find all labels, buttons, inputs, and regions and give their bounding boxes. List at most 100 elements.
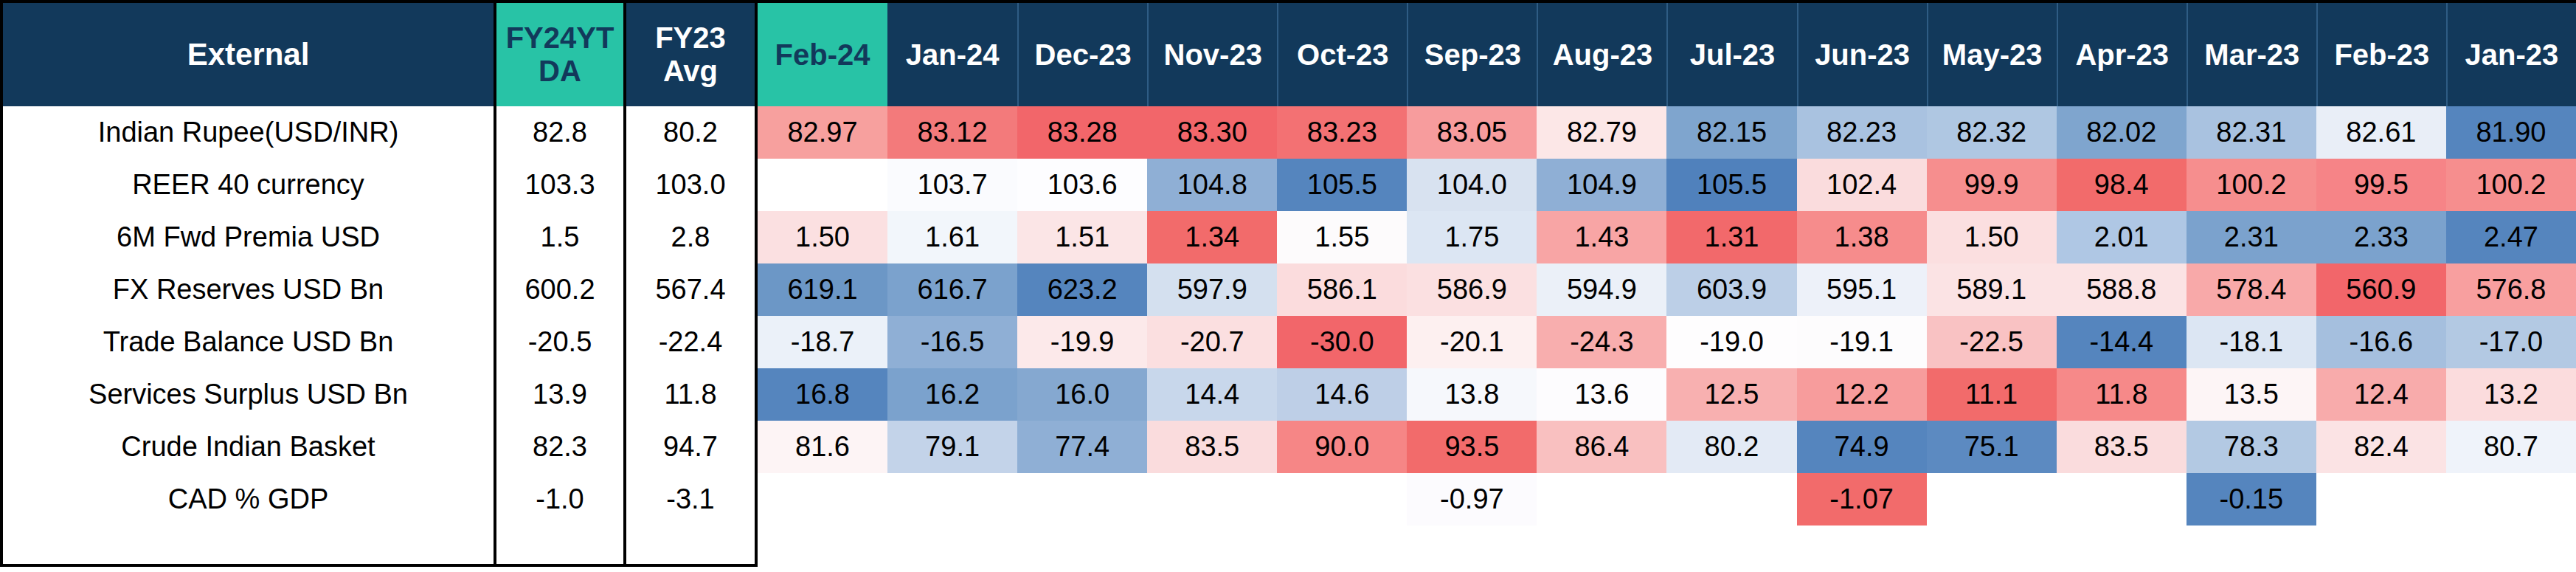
heatmap-cell: -20.1 (1407, 316, 1537, 368)
heatmap-cell (2446, 473, 2576, 526)
heatmap-cell: 104.9 (1537, 159, 1666, 211)
fy24ytd-value: 600.2 (496, 263, 626, 316)
heatmap-cell: -17.0 (2446, 316, 2576, 368)
heatmap-cell: 16.2 (887, 368, 1017, 421)
heatmap-cell: 560.9 (2316, 263, 2446, 316)
left-column-footer (3, 526, 496, 567)
heatmap-cell: 103.7 (887, 159, 1017, 211)
heatmap-cell: 98.4 (2057, 159, 2187, 211)
heatmap-cell: 1.75 (1407, 211, 1537, 263)
heatmap-cell: 99.5 (2316, 159, 2446, 211)
heatmap-cell: 82.97 (758, 106, 887, 159)
table-title: External (3, 3, 496, 106)
heatmap-cell: 82.31 (2187, 106, 2316, 159)
heatmap-cell: 77.4 (1017, 421, 1147, 473)
col-header-feb-23: Feb-23 (2316, 3, 2446, 106)
heatmap-cell (1666, 473, 1796, 526)
heatmap-cell: 83.23 (1277, 106, 1407, 159)
fy24ytd-value: 13.9 (496, 368, 626, 421)
row-label: FX Reserves USD Bn (3, 263, 496, 316)
heatmap-cell: 90.0 (1277, 421, 1407, 473)
heatmap-cell: -19.0 (1666, 316, 1796, 368)
row-label: REER 40 currency (3, 159, 496, 211)
fy23avg-value: 103.0 (626, 159, 758, 211)
heatmap-cell: 82.4 (2316, 421, 2446, 473)
heatmap-cell: -1.07 (1797, 473, 1927, 526)
heatmap-cell: 603.9 (1666, 263, 1796, 316)
heatmap-cell: 81.90 (2446, 106, 2576, 159)
heatmap-cell (1147, 473, 1277, 526)
heatmap-cell: 2.47 (2446, 211, 2576, 263)
heatmap-cell: 82.02 (2057, 106, 2187, 159)
fy23avg-value: 94.7 (626, 421, 758, 473)
col-header-dec-23: Dec-23 (1017, 3, 1147, 106)
row-label: Crude Indian Basket (3, 421, 496, 473)
heatmap-cell: 589.1 (1927, 263, 2057, 316)
col-header-jan-23: Jan-23 (2446, 3, 2576, 106)
fy23avg-value: 567.4 (626, 263, 758, 316)
col-header-fy23avg: FY23 Avg (626, 3, 758, 106)
heatmap-table: External FY24YT DA FY23 Avg Feb-24Jan-24… (0, 0, 2576, 567)
heatmap-cell: 82.79 (1537, 106, 1666, 159)
heatmap-cell: -20.7 (1147, 316, 1277, 368)
heatmap-cell: 13.8 (1407, 368, 1537, 421)
heatmap-cell: 93.5 (1407, 421, 1537, 473)
heatmap-cell: 82.23 (1797, 106, 1927, 159)
row-label: Trade Balance USD Bn (3, 316, 496, 368)
heatmap-cell: 1.43 (1537, 211, 1666, 263)
col-header-jun-23: Jun-23 (1797, 3, 1927, 106)
heatmap-cell: 80.2 (1666, 421, 1796, 473)
col-header-apr-23: Apr-23 (2057, 3, 2187, 106)
heatmap-cell: 105.5 (1277, 159, 1407, 211)
fy24ytd-value: 103.3 (496, 159, 626, 211)
heatmap-cell: 578.4 (2187, 263, 2316, 316)
fy24ytd-value: 1.5 (496, 211, 626, 263)
heatmap-cell (758, 473, 887, 526)
heatmap-cell: 594.9 (1537, 263, 1666, 316)
col-header-oct-23: Oct-23 (1277, 3, 1407, 106)
heatmap-cell: 82.32 (1927, 106, 2057, 159)
heatmap-cell: 82.15 (1666, 106, 1796, 159)
col-header-may-23: May-23 (1927, 3, 2057, 106)
heatmap-cell: 1.38 (1797, 211, 1927, 263)
heatmap-cell: 86.4 (1537, 421, 1666, 473)
heatmap-cell: 576.8 (2446, 263, 2576, 316)
heatmap-cell: 1.34 (1147, 211, 1277, 263)
heatmap-cell: -18.7 (758, 316, 887, 368)
heatmap-cell (1927, 473, 2057, 526)
fy23avg-value: -3.1 (626, 473, 758, 526)
heatmap-cell: -22.5 (1927, 316, 2057, 368)
heatmap-cell: 13.2 (2446, 368, 2576, 421)
heatmap-cell: 100.2 (2446, 159, 2576, 211)
row-label: 6M Fwd Premia USD (3, 211, 496, 263)
heatmap-cell: 105.5 (1666, 159, 1796, 211)
heatmap-cell: 81.6 (758, 421, 887, 473)
fy24ytd-value: -1.0 (496, 473, 626, 526)
fy24ytd-value: 82.3 (496, 421, 626, 473)
col-header-mar-23: Mar-23 (2187, 3, 2316, 106)
heatmap-cell: 12.2 (1797, 368, 1927, 421)
heatmap-cell: 83.5 (1147, 421, 1277, 473)
heatmap-cell: 1.50 (1927, 211, 2057, 263)
heatmap-cell: 1.50 (758, 211, 887, 263)
heatmap-cell: 13.6 (1537, 368, 1666, 421)
heatmap-cell: -0.15 (2187, 473, 2316, 526)
col-header-feb-24: Feb-24 (758, 3, 887, 106)
heatmap-cell: 100.2 (2187, 159, 2316, 211)
fy24ytd-value: 82.8 (496, 106, 626, 159)
heatmap-cell: 11.8 (2057, 368, 2187, 421)
heatmap-cell: 83.05 (1407, 106, 1537, 159)
heatmap-cell: 2.31 (2187, 211, 2316, 263)
heatmap-cell: -14.4 (2057, 316, 2187, 368)
col-header-aug-23: Aug-23 (1537, 3, 1666, 106)
heatmap-cell: 619.1 (758, 263, 887, 316)
heatmap-cell: -0.97 (1407, 473, 1537, 526)
heatmap-cell: 80.7 (2446, 421, 2576, 473)
heatmap-cell: -18.1 (2187, 316, 2316, 368)
heatmap-cell (1277, 473, 1407, 526)
fy23avg-value: 11.8 (626, 368, 758, 421)
heatmap-cell: -19.1 (1797, 316, 1927, 368)
heatmap-cell: 83.28 (1017, 106, 1147, 159)
col-header-jul-23: Jul-23 (1666, 3, 1796, 106)
heatmap-cell: 623.2 (1017, 263, 1147, 316)
